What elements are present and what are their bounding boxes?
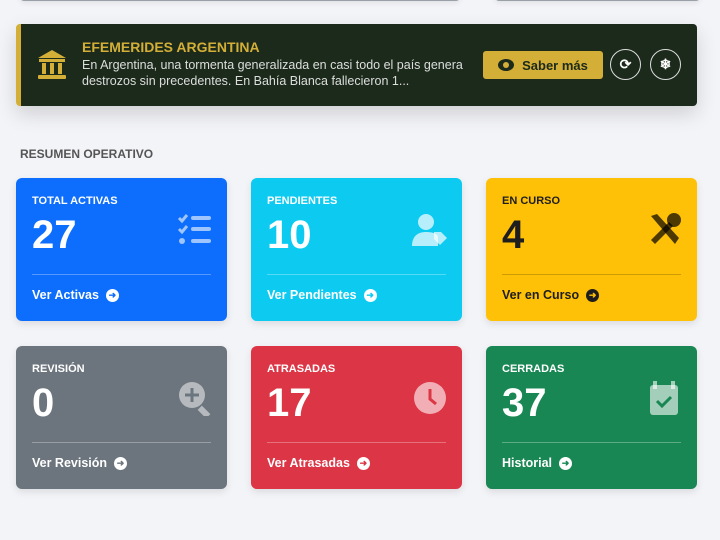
card-label: REVISIÓN — [32, 363, 85, 375]
card-link[interactable]: Ver Revisión ➜ — [32, 456, 128, 470]
card-link[interactable]: Ver Pendientes ➜ — [267, 288, 377, 302]
card-divider — [32, 442, 211, 443]
banner-text: En Argentina, una tormenta generalizada … — [82, 58, 463, 88]
top-card-left — [20, 0, 460, 1]
card-label: PENDIENTES — [267, 195, 338, 207]
arrow-right-icon: ➜ — [356, 456, 370, 470]
card-divider — [502, 442, 681, 443]
section-title: RESUMEN OPERATIVO — [20, 147, 154, 161]
stat-card-cerradas: CERRADAS 37 Historial ➜ — [486, 346, 697, 489]
card-divider — [32, 274, 211, 275]
card-label: TOTAL ACTIVAS — [32, 195, 118, 207]
card-link-label: Ver Pendientes — [267, 288, 357, 302]
stat-card-pendientes: PENDIENTES 10 Ver Pendientes ➜ — [251, 178, 462, 321]
arrow-right-icon: ➜ — [105, 288, 119, 302]
card-value: 17 — [267, 381, 312, 425]
card-label: EN CURSO — [502, 195, 561, 207]
card-link[interactable]: Ver en Curso ➜ — [502, 288, 600, 302]
card-label: CERRADAS — [502, 363, 565, 375]
search-plus-icon — [179, 382, 211, 416]
freeze-button[interactable]: ❄ — [650, 49, 681, 80]
card-link[interactable]: Historial ➜ — [502, 456, 573, 470]
stat-card-atrasadas: ATRASADAS 17 Ver Atrasadas ➜ — [251, 346, 462, 489]
card-label: ATRASADAS — [267, 363, 336, 375]
saber-mas-button[interactable]: Saber más — [483, 51, 603, 79]
card-link-label: Ver Activas — [32, 288, 99, 302]
top-card-right — [495, 0, 700, 1]
card-divider — [267, 442, 446, 443]
card-value: 10 — [267, 213, 312, 257]
arrow-right-icon: ➜ — [114, 456, 128, 470]
card-link-label: Historial — [502, 456, 553, 470]
card-link-label: Ver Atrasadas — [267, 456, 350, 470]
efemerides-banner: EFEMERIDES ARGENTINA En Argentina, una t… — [16, 24, 697, 106]
bank-icon — [38, 50, 66, 79]
card-link[interactable]: Ver Activas ➜ — [32, 288, 119, 302]
stat-card-total-activas: TOTAL ACTIVAS 27 Ver Activas ➜ — [16, 178, 227, 321]
clock-icon — [414, 382, 446, 414]
banner-title: EFEMERIDES ARGENTINA — [82, 39, 260, 55]
snowflake-icon: ❄ — [659, 56, 672, 72]
calendar-check-icon — [650, 381, 678, 415]
card-link-label: Ver en Curso — [502, 288, 580, 302]
tools-icon — [651, 213, 681, 244]
eye-icon — [498, 59, 515, 71]
list-check-icon — [177, 214, 211, 244]
card-value: 27 — [32, 213, 77, 257]
arrow-right-icon: ➜ — [559, 456, 573, 470]
card-value: 0 — [32, 381, 55, 425]
card-value: 37 — [502, 381, 547, 425]
card-divider — [502, 274, 681, 275]
card-link-label: Ver Revisión — [32, 456, 108, 470]
saber-mas-label: Saber más — [522, 57, 588, 73]
card-value: 4 — [502, 213, 525, 257]
stat-card-en-curso: EN CURSO 4 Ver en Curso ➜ — [486, 178, 697, 321]
card-link[interactable]: Ver Atrasadas ➜ — [267, 456, 370, 470]
card-divider — [267, 274, 446, 275]
arrow-right-icon: ➜ — [586, 288, 600, 302]
refresh-icon: ⟳ — [619, 56, 632, 72]
arrow-right-icon: ➜ — [363, 288, 377, 302]
stat-card-revisi-n: REVISIÓN 0 Ver Revisión ➜ — [16, 346, 227, 489]
refresh-button[interactable]: ⟳ — [610, 49, 641, 80]
user-tag-icon — [412, 214, 447, 246]
